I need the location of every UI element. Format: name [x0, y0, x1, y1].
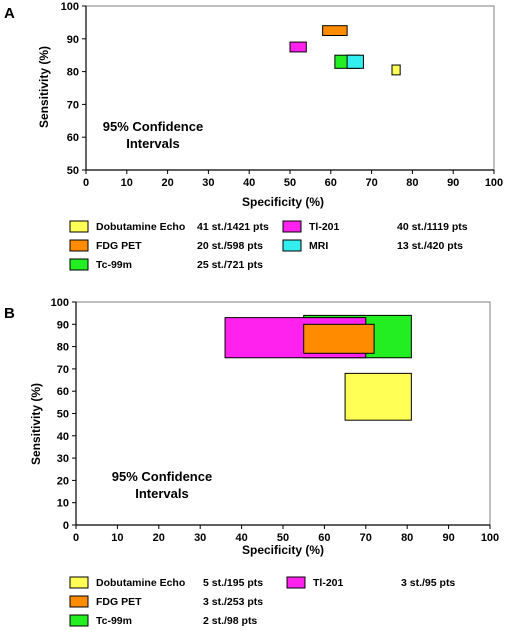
panel-b-y-tick-label-20: 20 [57, 475, 69, 487]
panel-b-annotation-line-1: 95% Confidence [112, 469, 212, 484]
panel-a-box-dobutamine-echo [391, 64, 401, 76]
panel-b-box-dobutamine-echo [344, 372, 412, 421]
panel-b-x-tick-label-30: 30 [194, 532, 206, 544]
legend-b-tl-201: Tl-201 3 st./95 pts [286, 576, 455, 589]
panel-a-annotation-line-1: 95% Confidence [103, 119, 203, 134]
panel-b-x-tick-label-60: 60 [318, 532, 330, 544]
panel-b-y-tick-label-50: 50 [57, 409, 69, 421]
legend-b-count-tl-201: 3 st./95 pts [401, 577, 455, 589]
panel-a-x-tick-label-100: 100 [485, 177, 503, 189]
panel-a-x-tick-label-90: 90 [447, 177, 459, 189]
panel-b-y-tick-label-10: 10 [57, 498, 69, 510]
legend-b-count-dobutamine-echo: 5 st./195 pts [203, 577, 263, 589]
panel-b-y-tick-label-80: 80 [57, 342, 69, 354]
panel-a-annotation-line-2: Intervals [126, 136, 179, 151]
legend-a-label-tc-99m: Tc-99m [96, 259, 132, 271]
legend-a-swatch-fdg-pet [69, 239, 89, 252]
panel-b-y-tick-label-40: 40 [57, 431, 69, 443]
panel-b-x-tick-label-100: 100 [481, 532, 499, 544]
legend-a-label-mri: MRI [309, 240, 328, 252]
panel-a-x-tick-label-30: 30 [202, 177, 214, 189]
panel-b-box-fdg-pet [303, 323, 375, 354]
legend-a-swatch-dobutamine-echo [69, 220, 89, 233]
legend-a-tc-99m: Tc-99m 25 st./721 pts [69, 258, 263, 271]
panel-a-legend: Dobutamine Echo 41 st./1421 pts Tl-201 4… [69, 220, 468, 271]
panel-b-x-tick-label-40: 40 [235, 532, 247, 544]
legend-b-swatch-dobutamine-echo [69, 576, 89, 589]
panel-a: A 50 60 70 80 90 100 0 10 20 30 40 50 60 70 80 90 100 Sp… [4, 1, 503, 271]
panel-a-y-axis-title: Sensitivity (%) [37, 46, 51, 128]
legend-b-count-tc-99m: 2 st./98 pts [203, 615, 257, 627]
panel-a-y-tick-label-100: 100 [61, 1, 79, 13]
panel-b-axes: 0 10 20 30 40 50 60 70 80 90 100 0 10 20 30 40 50 60 70 80 9… [51, 297, 500, 544]
legend-a-count-dobutamine-echo: 41 st./1421 pts [197, 221, 269, 233]
panel-b-x-tick-label-10: 10 [111, 532, 123, 544]
panel-b-legend: Dobutamine Echo 5 st./195 pts Tl-201 3 s… [69, 576, 455, 627]
legend-a-swatch-tl-201 [282, 220, 302, 233]
legend-a-fdg-pet: FDG PET 20 st./598 pts [69, 239, 263, 252]
panel-b-label: B [4, 305, 15, 322]
legend-b-label-fdg-pet: FDG PET [96, 596, 142, 608]
panel-b-x-tick-label-50: 50 [277, 532, 289, 544]
panel-b-y-axis-title: Sensitivity (%) [29, 383, 43, 465]
legend-b-fdg-pet: FDG PET 3 st./253 pts [69, 595, 263, 608]
panel-b-x-tick-label-0: 0 [73, 532, 79, 544]
panel-b-y-tick-label-60: 60 [57, 386, 69, 398]
legend-b-label-dobutamine-echo: Dobutamine Echo [96, 577, 185, 589]
panel-b-x-tick-label-20: 20 [153, 532, 165, 544]
legend-b-label-tl-201: Tl-201 [313, 577, 344, 589]
legend-b-swatch-fdg-pet [69, 595, 89, 608]
panel-a-x-tick-label-70: 70 [365, 177, 377, 189]
panel-b-annotation-line-2: Intervals [135, 486, 188, 501]
panel-a-x-tick-label-60: 60 [325, 177, 337, 189]
panel-a-plot-area [85, 5, 495, 171]
panel-a-x-tick-label-10: 10 [121, 177, 133, 189]
legend-b-dobutamine-echo: Dobutamine Echo 5 st./195 pts [69, 576, 263, 589]
panel-b-x-tick-label-70: 70 [360, 532, 372, 544]
legend-a-count-tc-99m: 25 st./721 pts [197, 259, 263, 271]
legend-a-count-tl-201: 40 st./1119 pts [397, 221, 468, 233]
panel-a-x-tick-label-0: 0 [83, 177, 89, 189]
panel-b-y-tick-label-70: 70 [57, 364, 69, 376]
panel-a-box-mri [346, 54, 364, 69]
panel-a-box-fdg-pet [322, 25, 348, 37]
panel-a-x-tick-label-80: 80 [406, 177, 418, 189]
panel-a-y-tick-label-80: 80 [67, 67, 79, 79]
legend-a-mri: MRI 13 st./420 pts [282, 239, 463, 252]
panel-a-y-tick-label-60: 60 [67, 132, 79, 144]
legend-b-swatch-tc-99m [69, 614, 89, 627]
panel-a-axes: 50 60 70 80 90 100 0 10 20 30 40 50 60 70 80 90 100 [61, 1, 504, 189]
legend-a-count-mri: 13 st./420 pts [397, 240, 463, 252]
panel-b-y-tick-label-0: 0 [63, 520, 69, 532]
panel-a-x-tick-label-20: 20 [161, 177, 173, 189]
panel-a-y-tick-label-50: 50 [67, 165, 79, 177]
panel-a-label: A [4, 5, 15, 22]
legend-a-count-fdg-pet: 20 st./598 pts [197, 240, 263, 252]
panel-b-y-tick-label-100: 100 [51, 297, 69, 309]
legend-b-label-tc-99m: Tc-99m [96, 615, 132, 627]
legend-b-swatch-tl-201 [286, 576, 306, 589]
panel-a-box-tl-201 [289, 41, 307, 53]
legend-b-count-fdg-pet: 3 st./253 pts [203, 596, 263, 608]
panel-b-y-tick-label-90: 90 [57, 319, 69, 331]
legend-a-swatch-tc-99m [69, 258, 89, 271]
panel-a-x-tick-label-40: 40 [243, 177, 255, 189]
panel-b-x-tick-label-80: 80 [401, 532, 413, 544]
legend-a-tl-201: Tl-201 40 st./1119 pts [282, 220, 468, 233]
panel-a-x-tick-label-50: 50 [284, 177, 296, 189]
legend-a-label-fdg-pet: FDG PET [96, 240, 142, 252]
panel-a-y-tick-label-70: 70 [67, 99, 79, 111]
legend-b-tc-99m: Tc-99m 2 st./98 pts [69, 614, 257, 627]
panel-b-x-tick-label-90: 90 [442, 532, 454, 544]
panel-b: B 0 10 20 30 40 50 60 70 80 90 100 0 10 20 30 40 50 60 70 8… [4, 297, 499, 627]
legend-a-label-tl-201: Tl-201 [309, 221, 340, 233]
legend-a-label-dobutamine-echo: Dobutamine Echo [96, 221, 185, 233]
legend-a-swatch-mri [282, 239, 302, 252]
panel-b-x-axis-title: Specificity (%) [242, 543, 324, 557]
panel-a-y-tick-label-90: 90 [67, 34, 79, 46]
panel-b-y-tick-label-30: 30 [57, 453, 69, 465]
panel-a-x-axis-title: Specificity (%) [242, 195, 324, 209]
legend-a-dobutamine-echo: Dobutamine Echo 41 st./1421 pts [69, 220, 269, 233]
